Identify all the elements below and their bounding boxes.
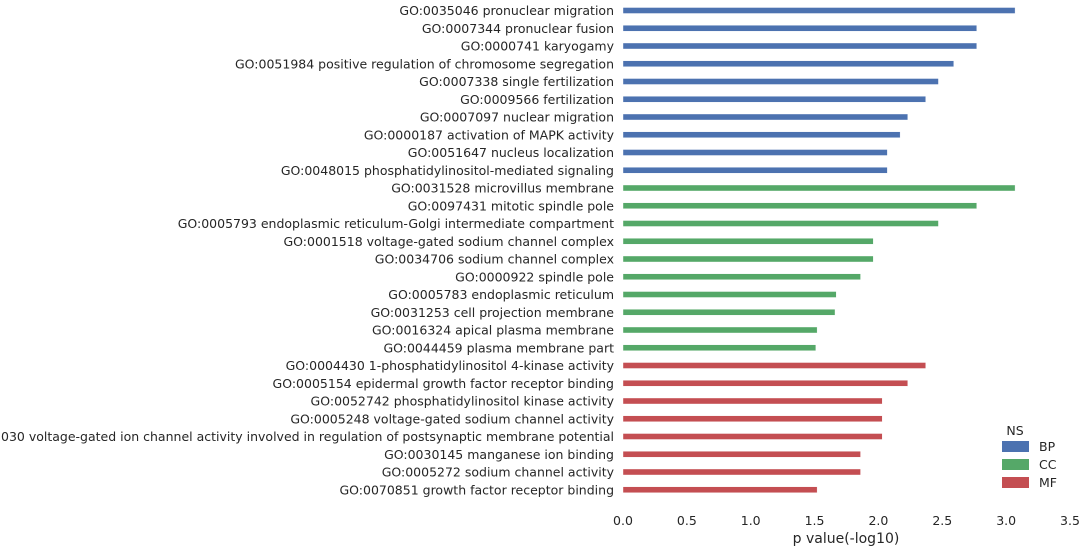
category-label: GO:0031253 cell projection membrane: [371, 305, 615, 320]
category-label: GO:0005793 endoplasmic reticulum-Golgi i…: [178, 216, 614, 231]
bar-mf: [622, 415, 883, 422]
bar-cc: [622, 202, 977, 209]
legend-swatch-mf: [1002, 477, 1029, 488]
bar-bp: [622, 113, 908, 121]
category-label: GO:1905030 voltage-gated ion channel act…: [0, 429, 614, 444]
bar-mf: [622, 468, 861, 476]
bar-cc: [622, 326, 818, 334]
bar-cc: [622, 309, 836, 316]
category-label: GO:0005272 sodium channel activity: [382, 465, 615, 480]
x-tick-label: 3.0: [996, 513, 1016, 528]
bar-bp: [622, 149, 888, 156]
category-label: GO:0005248 voltage-gated sodium channel …: [290, 411, 614, 426]
legend-label-bp: BP: [1039, 439, 1056, 454]
x-tick-label: 1.0: [741, 513, 761, 528]
x-tick-label: 0.5: [677, 513, 697, 528]
category-label: GO:0052742 phosphatidylinositol kinase a…: [311, 394, 615, 409]
bar-cc: [622, 238, 874, 245]
bars-layer: [622, 7, 1016, 493]
bar-bp: [622, 167, 888, 174]
x-tick-label: 3.5: [1060, 513, 1080, 528]
category-label: GO:0051647 nucleus localization: [408, 145, 614, 160]
category-label: GO:0005783 endoplasmic reticulum: [388, 287, 614, 302]
legend-title: NS: [1006, 423, 1023, 438]
category-label: GO:0009566 fertilization: [460, 92, 614, 107]
category-label: GO:0005154 epidermal growth factor recep…: [273, 376, 614, 391]
category-label: GO:0004430 1-phosphatidylinositol 4-kina…: [286, 358, 615, 373]
x-axis-title: p value(-log10): [793, 531, 900, 547]
category-label: GO:0031528 microvillus membrane: [391, 181, 614, 196]
x-tick-label: 1.5: [805, 513, 825, 528]
bar-bp: [622, 7, 1016, 14]
x-tick-label: 2.0: [868, 513, 888, 528]
legend-entries: BP CC MF: [1002, 439, 1057, 490]
bar-cc: [622, 184, 1016, 192]
bar-bp: [622, 78, 939, 85]
bar-cc: [622, 255, 874, 263]
legend-label-mf: MF: [1039, 475, 1057, 490]
category-label: GO:0007097 nuclear migration: [420, 110, 614, 125]
category-label: GO:0016324 apical plasma membrane: [372, 323, 614, 338]
legend-swatch-cc: [1002, 459, 1029, 470]
bar-cc: [622, 273, 861, 280]
legend: NS BP CC MF: [1002, 423, 1057, 490]
legend-swatch-bp: [1002, 441, 1029, 452]
category-label: GO:0051984 positive regulation of chromo…: [235, 56, 614, 71]
bar-bp: [622, 96, 926, 103]
bar-mf: [622, 486, 818, 493]
x-tick-label: 2.5: [932, 513, 952, 528]
bar-bp: [622, 131, 901, 138]
category-label: GO:0034706 sodium channel complex: [375, 252, 614, 267]
category-label: GO:0007344 pronuclear fusion: [422, 21, 614, 36]
bar-mf: [622, 397, 883, 405]
category-label: GO:0035046 pronuclear migration: [399, 3, 614, 18]
category-label: GO:0007338 single fertilization: [419, 74, 614, 89]
category-label: GO:0001518 voltage-gated sodium channel …: [283, 234, 614, 249]
bar-mf: [622, 362, 926, 369]
bar-mf: [622, 380, 908, 387]
category-labels: GO:0035046 pronuclear migration GO:000734…: [0, 3, 615, 497]
category-label: GO:0030145 manganese ion binding: [384, 447, 614, 462]
x-axis-ticks: 0.0 0.5 1.0 1.5 2.0 2.5 3.0 3.5: [613, 513, 1080, 528]
category-label: GO:0000922 spindle pole: [455, 269, 614, 284]
bar-bp: [622, 25, 977, 32]
bar-cc: [622, 220, 939, 227]
legend-label-cc: CC: [1039, 457, 1057, 472]
bar-bp: [622, 60, 954, 67]
category-label: GO:0000187 activation of MAPK activity: [364, 127, 615, 142]
bar-cc: [622, 291, 837, 298]
bar-mf: [622, 451, 861, 458]
bar-bp: [622, 42, 977, 50]
bar-mf: [622, 433, 883, 440]
category-label: GO:0048015 phosphatidylinositol-mediated…: [281, 163, 614, 178]
category-label: GO:0044459 plasma membrane part: [383, 340, 614, 355]
x-tick-label: 0.0: [613, 513, 633, 528]
category-label: GO:0097431 mitotic spindle pole: [408, 198, 615, 213]
category-label: GO:0000741 karyogamy: [461, 39, 615, 54]
bar-cc: [622, 344, 817, 351]
category-label: GO:0070851 growth factor receptor bindin…: [339, 482, 614, 497]
